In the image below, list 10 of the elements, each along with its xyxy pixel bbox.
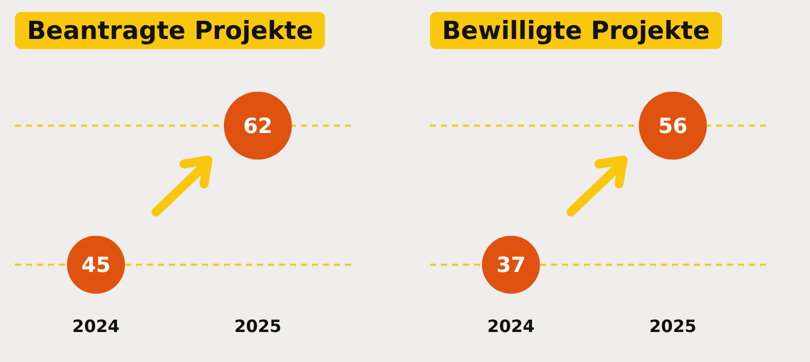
x-tick-label: 2025 bbox=[649, 317, 697, 338]
data-label: 56 bbox=[658, 114, 688, 138]
data-label: 45 bbox=[81, 253, 111, 278]
x-tick-label: 2024 bbox=[72, 317, 120, 338]
x-tick-label: 2025 bbox=[234, 317, 282, 338]
chart-title: Beantragte Projekte bbox=[15, 12, 326, 49]
x-tick-label: 2024 bbox=[487, 317, 535, 338]
data-label: 62 bbox=[243, 114, 272, 138]
data-label: 37 bbox=[496, 253, 526, 278]
chart-title: Bewilligte Projekte bbox=[430, 12, 722, 49]
